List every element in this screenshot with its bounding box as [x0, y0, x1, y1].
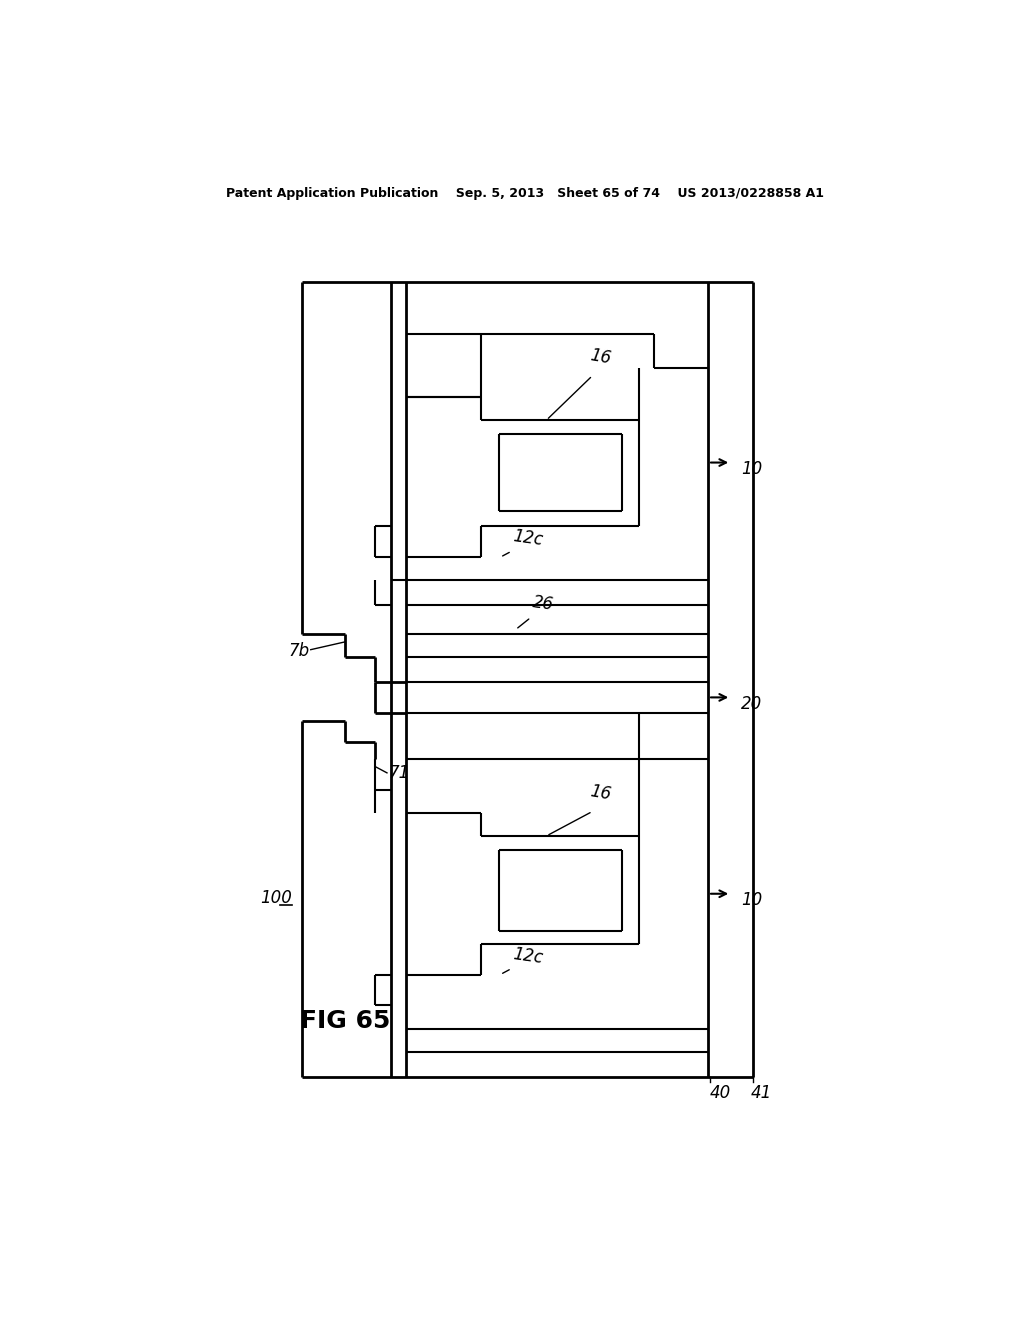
Text: 7b: 7b	[288, 643, 309, 660]
Text: 16: 16	[589, 783, 612, 804]
Text: FIG 65: FIG 65	[300, 1008, 390, 1032]
Text: 12c: 12c	[512, 528, 545, 549]
Text: 26: 26	[531, 594, 555, 614]
Text: 10: 10	[741, 891, 763, 909]
Text: 40: 40	[710, 1084, 731, 1102]
Text: 41: 41	[751, 1084, 772, 1102]
Text: 100: 100	[260, 888, 292, 907]
Text: 12c: 12c	[512, 945, 545, 966]
Text: 71: 71	[388, 764, 410, 781]
Text: Patent Application Publication    Sep. 5, 2013   Sheet 65 of 74    US 2013/02288: Patent Application Publication Sep. 5, 2…	[226, 186, 823, 199]
Text: 20: 20	[741, 694, 763, 713]
Text: 10: 10	[741, 459, 763, 478]
Text: 16: 16	[589, 346, 612, 368]
